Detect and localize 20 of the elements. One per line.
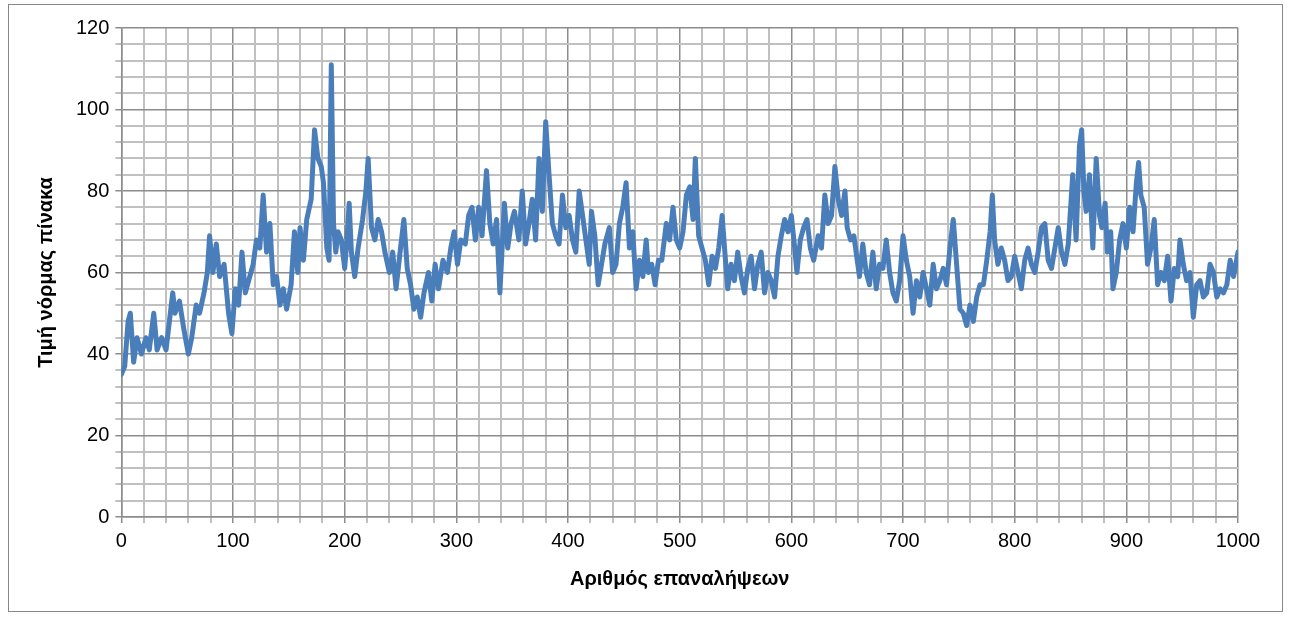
x-tick-label: 0: [115, 528, 127, 551]
x-tick-label: 800: [997, 528, 1032, 551]
x-tick-label: 900: [1109, 528, 1144, 551]
x-axis-title: Αριθμός επαναλήψεων: [569, 566, 790, 589]
y-tick-label: 100: [75, 97, 110, 120]
y-tick-label: 120: [75, 15, 110, 38]
x-tick-label: 100: [216, 528, 250, 551]
x-tick-label: 1000: [1215, 528, 1261, 551]
y-tick-label: 60: [87, 260, 110, 283]
y-tick-label: 0: [98, 504, 110, 527]
x-tick-label: 500: [663, 528, 697, 551]
x-tick-label: 300: [439, 528, 474, 551]
x-tick-label: 400: [551, 528, 585, 551]
x-tick-label: 600: [774, 528, 809, 551]
y-tick-label: 20: [87, 423, 110, 446]
y-tick-label: 80: [87, 178, 110, 201]
x-tick-label: 700: [886, 528, 920, 551]
y-axis-title: Τιμή νόρμας πίνακα: [33, 176, 56, 368]
x-tick-label: 200: [328, 528, 362, 551]
y-tick-label: 40: [87, 341, 110, 364]
